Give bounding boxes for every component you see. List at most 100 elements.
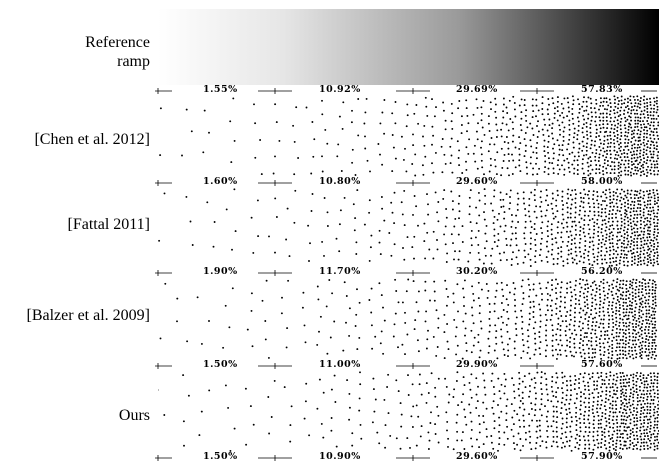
stipple-dot bbox=[640, 126, 643, 129]
stipple-dot bbox=[629, 214, 632, 217]
stipple-dot bbox=[264, 338, 267, 341]
stipple-dot bbox=[515, 237, 518, 240]
stipple-dot bbox=[543, 170, 546, 173]
stipple-dot bbox=[407, 278, 410, 281]
stipple-dot bbox=[607, 142, 610, 145]
stipple-dot bbox=[648, 418, 651, 421]
stipple-dot bbox=[502, 295, 505, 297]
stipple-dot bbox=[642, 399, 645, 402]
stipple-dot bbox=[461, 241, 464, 243]
stipple-dot bbox=[621, 432, 624, 435]
stipple-dot bbox=[555, 338, 558, 341]
stipple-dot bbox=[598, 123, 601, 126]
stipple-dot bbox=[605, 386, 608, 389]
stipple-dot bbox=[452, 448, 455, 451]
stipple-dot bbox=[633, 213, 636, 216]
stipple-dot bbox=[507, 141, 510, 144]
stipple-dot bbox=[622, 353, 625, 356]
stipple-dot bbox=[551, 127, 554, 130]
stipple-dot bbox=[469, 411, 472, 414]
stipple-dot bbox=[600, 250, 603, 252]
stipple-dot bbox=[461, 357, 464, 360]
stipple-dot bbox=[640, 291, 643, 294]
stipple-dot bbox=[616, 386, 619, 389]
stipple-dot bbox=[539, 353, 542, 356]
stipple-dot bbox=[632, 241, 635, 244]
stipple-dot bbox=[480, 106, 483, 109]
stipple-dot bbox=[620, 403, 623, 406]
stipple-dot bbox=[605, 390, 608, 392]
stipple-dot bbox=[649, 133, 652, 136]
stipple-dot bbox=[566, 389, 569, 392]
stipple-dot bbox=[437, 201, 440, 203]
stipple-dot bbox=[536, 371, 539, 374]
stipple-dot bbox=[573, 388, 576, 391]
stipple-dot bbox=[280, 312, 283, 315]
stipple-dot bbox=[653, 137, 656, 140]
stipple-dot bbox=[629, 436, 632, 438]
stipple-dot bbox=[613, 172, 616, 175]
stipple-dot bbox=[624, 444, 627, 447]
stipple-dot bbox=[473, 144, 476, 147]
stipple-dot bbox=[523, 249, 526, 252]
stipple-dot bbox=[646, 405, 649, 408]
stipple-dot bbox=[608, 238, 611, 241]
stipple-dot bbox=[612, 209, 614, 211]
stipple-dot bbox=[639, 189, 642, 192]
stipple-dot bbox=[212, 245, 215, 248]
stipple-dot bbox=[601, 219, 604, 222]
stipple-dot bbox=[600, 254, 603, 257]
stipple-dot bbox=[501, 166, 504, 169]
stipple-dot bbox=[590, 293, 593, 296]
stipple-dot bbox=[479, 320, 482, 323]
stipple-dot bbox=[570, 449, 573, 452]
stipple-dot bbox=[631, 442, 634, 444]
stipple-dot bbox=[198, 434, 201, 437]
stipple-dot bbox=[449, 162, 452, 165]
stipple-dot bbox=[645, 348, 648, 350]
stipple-dot bbox=[621, 346, 624, 349]
stipple-dot bbox=[619, 142, 622, 144]
stipple-dot bbox=[653, 144, 655, 147]
stipple-dot bbox=[587, 347, 590, 350]
stipple-dot bbox=[446, 429, 448, 432]
stipple-dot bbox=[493, 420, 496, 423]
stipple-dot bbox=[561, 144, 564, 147]
stipple-dot bbox=[620, 220, 623, 223]
stipple-dot bbox=[568, 402, 571, 405]
stipple-dot bbox=[647, 345, 650, 348]
stipple-dot bbox=[632, 343, 635, 346]
stipple-dot bbox=[607, 322, 610, 325]
stipple-dot bbox=[452, 301, 455, 304]
stipple-dot bbox=[518, 371, 521, 374]
stipple-dot bbox=[613, 135, 616, 138]
stipple-dot bbox=[547, 250, 550, 253]
stipple-dot bbox=[623, 239, 626, 242]
stipple-dot bbox=[642, 396, 645, 399]
stipple-dot bbox=[635, 172, 638, 175]
stipple-dot bbox=[482, 443, 485, 446]
stipple-dot bbox=[632, 386, 635, 389]
stipple-dot bbox=[615, 306, 617, 309]
stipple-dot bbox=[631, 427, 634, 430]
stipple-dot bbox=[493, 310, 496, 313]
stipple-dot bbox=[604, 440, 607, 442]
stipple-dot bbox=[559, 349, 561, 352]
stipple-dot bbox=[427, 448, 430, 450]
stipple-dot bbox=[580, 217, 583, 220]
stipple-dot bbox=[379, 122, 382, 125]
stipple-dot bbox=[622, 378, 625, 381]
stipple-dot bbox=[622, 149, 625, 151]
stipple-dot bbox=[308, 260, 310, 262]
stipple-dot bbox=[593, 107, 596, 110]
stipple-dot bbox=[631, 252, 633, 255]
stipple-dot bbox=[469, 388, 472, 391]
stipple-dot bbox=[628, 446, 631, 449]
stipple-dot bbox=[413, 257, 415, 260]
stipple-dot bbox=[496, 282, 498, 285]
stipple-dot bbox=[587, 352, 590, 355]
stipple-dot bbox=[471, 314, 474, 317]
stipple-dot bbox=[594, 351, 597, 354]
stipple-dot bbox=[550, 385, 553, 388]
stipple-dot bbox=[503, 141, 506, 143]
